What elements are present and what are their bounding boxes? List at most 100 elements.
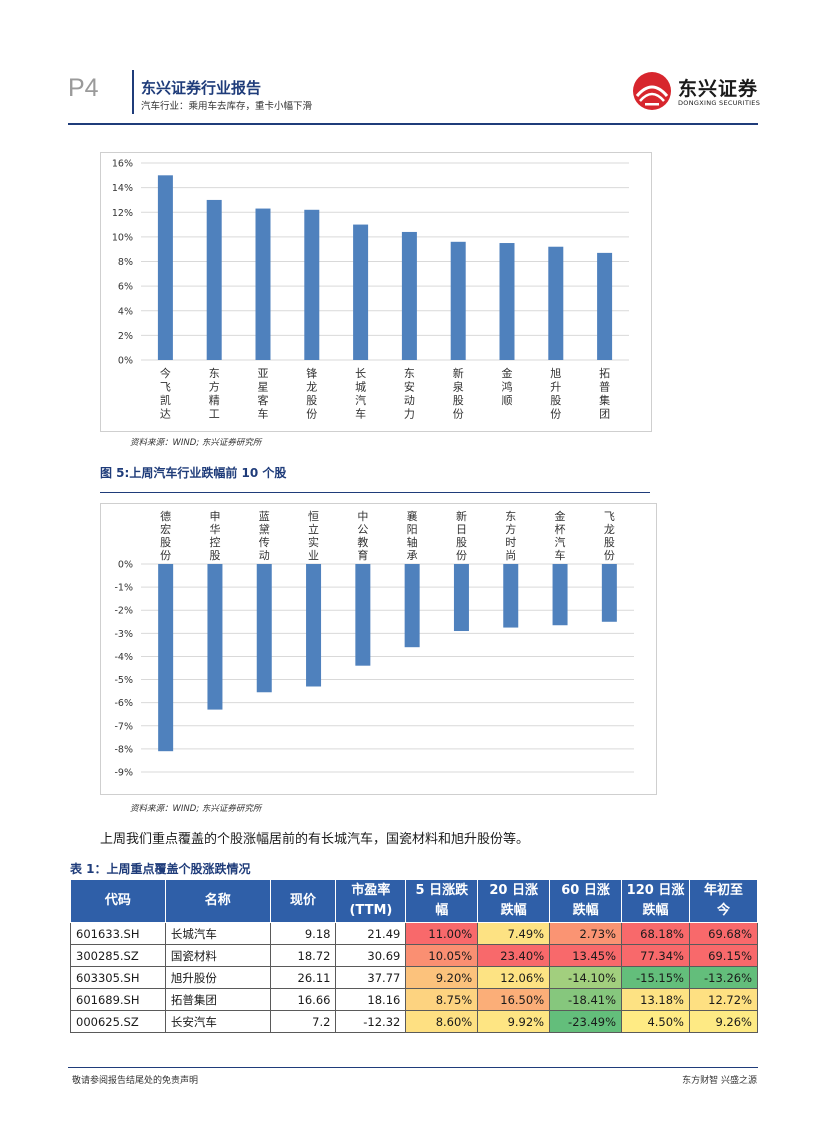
report-title: 东兴证券行业报告 bbox=[141, 79, 262, 97]
report-subtitle: 汽车行业：乘用车去库存，重卡小幅下滑 bbox=[141, 101, 313, 112]
table-cell-code: 300285.SZ bbox=[70, 944, 166, 967]
x-category-label: 锋龙股份 bbox=[306, 367, 317, 421]
table-cell-pe: 30.69 bbox=[335, 944, 407, 967]
header-divider bbox=[132, 70, 134, 114]
table-cell-pe: 18.16 bbox=[335, 988, 407, 1011]
table-header-cell: 20 日涨 跌幅 bbox=[477, 879, 551, 923]
y-tick-label: -6% bbox=[115, 698, 134, 709]
footer-rule bbox=[68, 1067, 758, 1068]
y-tick-label: 14% bbox=[112, 183, 133, 194]
table-cell-d60: -14.10% bbox=[549, 966, 623, 989]
bar bbox=[450, 241, 466, 360]
bar bbox=[552, 564, 568, 626]
table-cell-price: 16.66 bbox=[269, 988, 337, 1011]
x-category-label: 旭升股份 bbox=[550, 366, 561, 421]
bar bbox=[353, 224, 369, 360]
y-tick-label: -8% bbox=[115, 744, 134, 755]
x-category-label: 飞龙股份 bbox=[604, 510, 615, 562]
bar bbox=[206, 199, 222, 360]
x-category-label: 恒立实业 bbox=[308, 510, 319, 562]
table-header-cell: 名称 bbox=[164, 879, 271, 923]
table-cell-d60: -23.49% bbox=[549, 1010, 623, 1033]
table-1-title: 表 1：上周重点覆盖个股涨跌情况 bbox=[70, 862, 251, 876]
bar bbox=[157, 175, 173, 360]
table-cell-ytd: 9.26% bbox=[688, 1010, 759, 1033]
bar bbox=[304, 209, 320, 360]
y-tick-label: -7% bbox=[115, 721, 134, 732]
x-category-label: 金杯汽车 bbox=[555, 509, 566, 562]
x-category-label: 襄阳轴承 bbox=[407, 509, 418, 562]
table-cell-d5: 11.00% bbox=[405, 922, 479, 945]
table-header-row: 代码 名称 现价 市盈率 (TTM) 5 日涨跌幅 20 日涨 跌幅 60 日涨 跌幅 120 日涨… bbox=[70, 879, 759, 923]
x-category-label: 亚星客车 bbox=[258, 367, 269, 421]
table-cell-d60: 2.73% bbox=[549, 922, 623, 945]
x-category-label: 长城汽车 bbox=[355, 367, 366, 421]
bar bbox=[548, 246, 564, 360]
x-category-label: 东方精工 bbox=[209, 367, 220, 421]
x-category-label: 今飞凯达 bbox=[160, 366, 171, 421]
x-category-label: 中公教育 bbox=[357, 510, 368, 562]
table-cell-d120: 13.18% bbox=[621, 988, 690, 1011]
table-cell-code: 603305.SH bbox=[70, 966, 166, 989]
footer-slogan: 东方财智 兴盛之源 bbox=[682, 1076, 757, 1086]
y-tick-label: 0% bbox=[118, 356, 133, 367]
chart2-source: 资料来源：WIND; 东兴证券研究所 bbox=[130, 804, 262, 814]
table-cell-d120: -15.15% bbox=[621, 966, 690, 989]
table-row: 300285.SZ 国瓷材料 18.72 30.69 10.05% 23.40% 13.45… bbox=[70, 944, 759, 967]
header-rule bbox=[68, 123, 758, 125]
y-tick-label: 0% bbox=[118, 560, 133, 571]
table-header-cell: 市盈率 (TTM) bbox=[335, 879, 407, 923]
table-cell-name: 长城汽车 bbox=[164, 922, 271, 945]
y-tick-label: -4% bbox=[115, 652, 134, 663]
chart-top-gainers: 0% 2% 4% 6% 8% 10% 12% 14% 16% 今飞凯达 东方精工 亚星客车 锋龙股份 长城… bbox=[100, 152, 652, 432]
table-cell-d5: 9.20% bbox=[405, 966, 479, 989]
bar bbox=[355, 564, 371, 666]
table-cell-name: 长安汽车 bbox=[164, 1010, 271, 1033]
y-tick-label: 16% bbox=[112, 159, 133, 170]
table-cell-price: 26.11 bbox=[269, 966, 337, 989]
table-cell-d5: 8.75% bbox=[405, 988, 479, 1011]
y-tick-label: 12% bbox=[112, 208, 133, 219]
bar bbox=[404, 564, 420, 648]
table-cell-code: 601689.SH bbox=[70, 988, 166, 1011]
chart1-source: 资料来源：WIND; 东兴证券研究所 bbox=[130, 438, 262, 448]
table-cell-d5: 8.60% bbox=[405, 1010, 479, 1033]
bar bbox=[306, 564, 322, 687]
table-cell-d60: 13.45% bbox=[549, 944, 623, 967]
table-header-cell: 年初至今 bbox=[688, 879, 759, 923]
table-cell-code: 000625.SZ bbox=[70, 1010, 166, 1033]
logo-en: DONGXING SECURITIES bbox=[678, 99, 761, 107]
table-cell-d120: 68.18% bbox=[621, 922, 690, 945]
table-cell-name: 旭升股份 bbox=[164, 966, 271, 989]
table-cell-price: 7.2 bbox=[269, 1010, 337, 1033]
bar bbox=[255, 208, 271, 360]
bar bbox=[401, 231, 417, 360]
bar bbox=[597, 252, 613, 360]
table-cell-price: 9.18 bbox=[269, 922, 337, 945]
y-tick-label: -1% bbox=[115, 583, 134, 594]
x-category-label: 拓普集团 bbox=[599, 366, 610, 421]
chart-top-gainers-svg: 0% 2% 4% 6% 8% 10% 12% 14% 16% 今飞凯达 东方精工 亚星客车 锋龙股份 长城… bbox=[112, 159, 629, 421]
x-category-label: 蓝黛传动 bbox=[259, 510, 270, 562]
table-cell-d20: 12.06% bbox=[477, 966, 551, 989]
dongxing-logo-icon bbox=[633, 72, 671, 110]
table-cell-d20: 16.50% bbox=[477, 988, 551, 1011]
table-cell-ytd: 12.72% bbox=[688, 988, 759, 1011]
y-tick-label: -5% bbox=[115, 675, 134, 686]
logo-cn: 东兴证券 bbox=[678, 78, 759, 100]
table-cell-ytd: 69.68% bbox=[688, 922, 759, 945]
table-body: 601633.SH 长城汽车 9.18 21.49 11.00% 7.49% 2.73% 68… bbox=[70, 922, 759, 1033]
table-cell-d120: 4.50% bbox=[621, 1010, 690, 1033]
table-header-cell: 120 日涨 跌幅 bbox=[621, 879, 690, 923]
chart-top-losers-svg: 0% -1% -2% -3% -4% -5% -6% -7% -8% -9% 德宏股份 申华控股 蓝黛传… bbox=[115, 509, 634, 779]
x-category-label: 东方时尚 bbox=[505, 510, 516, 562]
table-cell-name: 国瓷材料 bbox=[164, 944, 271, 967]
table-cell-d5: 10.05% bbox=[405, 944, 479, 967]
table-cell-ytd: -13.26% bbox=[688, 966, 759, 989]
figure-5-title: 图 5:上周汽车行业跌幅前 10 个股 bbox=[100, 466, 287, 480]
table-cell-code: 601633.SH bbox=[70, 922, 166, 945]
y-tick-label: 6% bbox=[118, 282, 133, 293]
footer-disclaimer: 敬请参阅报告结尾处的免责声明 bbox=[72, 1076, 199, 1086]
y-tick-label: 10% bbox=[112, 232, 133, 243]
x-category-label: 金鸿顺 bbox=[502, 366, 513, 407]
